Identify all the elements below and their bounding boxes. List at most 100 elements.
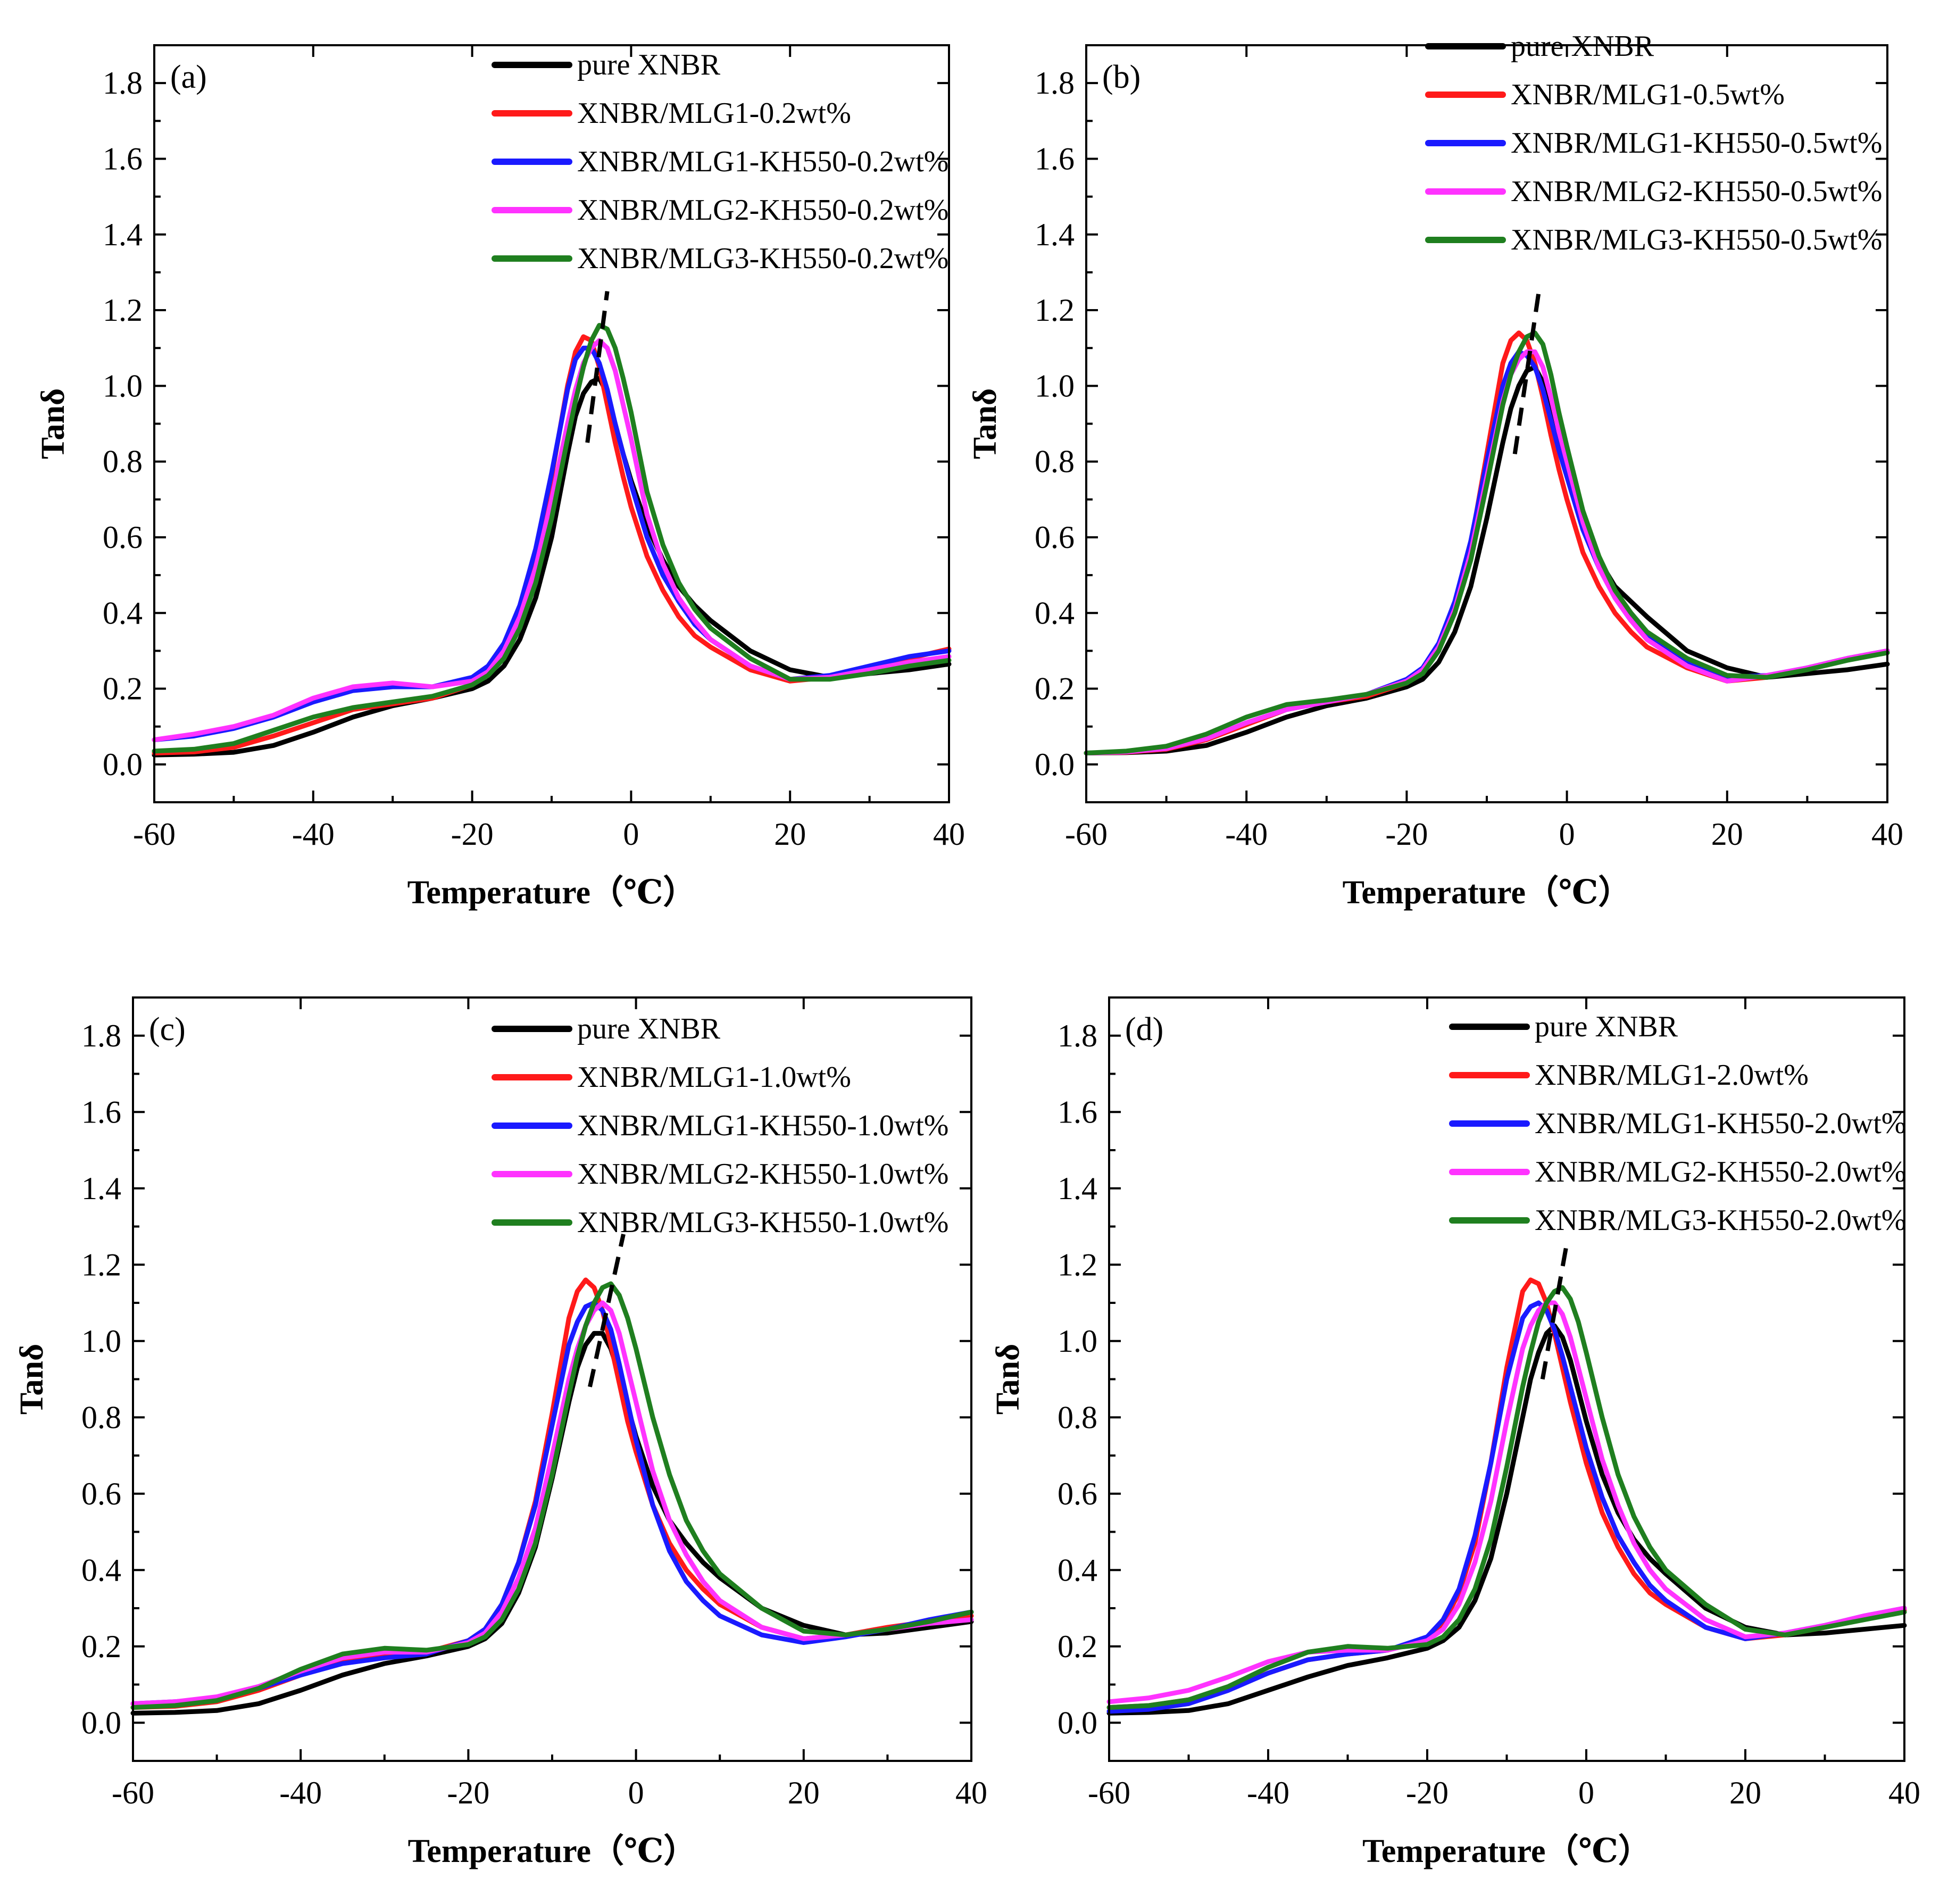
- x-tick-label: 0: [623, 817, 639, 852]
- x-tick-label: -20: [451, 817, 494, 852]
- panel-label: (b): [1102, 59, 1141, 95]
- legend-entry-5: XNBR/MLG3-KH550-0.2wt%: [577, 242, 948, 275]
- x-tick-label: 20: [788, 1775, 820, 1810]
- legend: pure XNBR XNBR/MLG1-0.2wt% XNBR/MLG1-KH550…: [492, 48, 948, 275]
- x-tick-label: -20: [1385, 817, 1428, 852]
- y-tick-label: 0.4: [103, 595, 143, 630]
- y-tick-label: 0.2: [103, 671, 143, 706]
- peak-guide-line: [588, 1233, 626, 1387]
- legend-entry-1: pure XNBR: [577, 1012, 721, 1045]
- x-axis-title: Temperature（℃）: [1343, 874, 1631, 911]
- legend-entry-4: XNBR/MLG2-KH550-2.0wt%: [1535, 1155, 1906, 1188]
- x-tick-label: 20: [1711, 817, 1743, 852]
- x-axis-title: Temperature（℃）: [407, 874, 696, 911]
- x-tick-label: -40: [1225, 817, 1268, 852]
- x-tick-label: -60: [133, 817, 176, 852]
- x-tick-label: 40: [1871, 817, 1903, 852]
- legend-entry-2: XNBR/MLG1-0.2wt%: [577, 97, 851, 130]
- y-axis-title: Tanδ: [990, 1344, 1026, 1415]
- x-tick-label: 0: [1578, 1775, 1594, 1810]
- y-tick-label: 1.6: [81, 1094, 121, 1129]
- legend: pure XNBR XNBR/MLG1-2.0wt% XNBR/MLG1-KH550…: [1449, 1010, 1906, 1237]
- y-tick-label: 0.6: [103, 520, 143, 555]
- y-tick-label: 1.4: [1035, 217, 1075, 252]
- series-line-4: [1084, 349, 1890, 755]
- panel-label: (d): [1125, 1011, 1163, 1047]
- y-axis-title: Tanδ: [14, 1344, 50, 1415]
- legend-entry-5: XNBR/MLG3-KH550-2.0wt%: [1535, 1204, 1906, 1237]
- chart-panel-2: -60 -40 -20 0 20 40 0.0 0.2 0.4 0.6 0.8 1.0 1.2 1.4 1.…: [967, 30, 1903, 911]
- y-tick-label: 1.2: [1035, 293, 1075, 328]
- y-tick-label: 1.8: [1035, 65, 1075, 101]
- x-tick-label: -20: [447, 1775, 489, 1810]
- y-tick-label: 1.2: [103, 293, 143, 328]
- series-line-1: [152, 376, 952, 758]
- chart-panel-4: -60 -40 -20 0 20 40 0.0 0.2 0.4 0.6 0.8 1.0 1.2 1.4 1.…: [990, 996, 1920, 1869]
- y-tick-label: 0.6: [1058, 1476, 1097, 1511]
- x-tick-label: 20: [1729, 1775, 1761, 1810]
- y-tick-label: 1.6: [1058, 1094, 1097, 1129]
- x-tick-label: -40: [279, 1775, 322, 1810]
- y-tick-label: 1.2: [1058, 1247, 1097, 1282]
- legend-entry-4: XNBR/MLG2-KH550-1.0wt%: [577, 1158, 948, 1191]
- y-tick-label: 1.8: [1058, 1018, 1097, 1053]
- legend-entry-2: XNBR/MLG1-1.0wt%: [577, 1061, 851, 1094]
- legend-entry-5: XNBR/MLG3-KH550-1.0wt%: [577, 1206, 948, 1239]
- y-tick-label: 0.0: [103, 747, 143, 782]
- y-tick-label: 0.4: [1035, 595, 1075, 630]
- y-tick-label: 0.0: [1035, 747, 1075, 782]
- y-tick-label: 1.8: [103, 65, 143, 101]
- peak-guide-line: [585, 290, 610, 443]
- series-line-5: [152, 323, 952, 754]
- legend-entry-3: XNBR/MLG1-KH550-2.0wt%: [1535, 1107, 1906, 1140]
- legend-entry-4: XNBR/MLG2-KH550-0.5wt%: [1511, 175, 1882, 208]
- x-tick-label: -40: [1247, 1775, 1289, 1810]
- x-tick-label: 0: [1559, 817, 1575, 852]
- legend-entry-1: pure XNBR: [1511, 30, 1654, 63]
- panel-label: (c): [149, 1011, 186, 1047]
- x-tick-label: 40: [1888, 1775, 1920, 1810]
- y-tick-label: 1.4: [1058, 1171, 1097, 1206]
- y-tick-label: 1.4: [103, 217, 143, 252]
- series-line-1: [1106, 1323, 1907, 1716]
- series-line-1: [1084, 364, 1890, 755]
- y-tick-label: 1.0: [103, 368, 143, 403]
- legend-entry-5: XNBR/MLG3-KH550-0.5wt%: [1511, 223, 1882, 256]
- y-tick-label: 1.0: [81, 1324, 121, 1359]
- x-tick-label: 40: [955, 1775, 987, 1810]
- legend-entry-2: XNBR/MLG1-0.5wt%: [1511, 78, 1785, 111]
- x-tick-label: -60: [1065, 817, 1108, 852]
- y-axis-title: Tanδ: [35, 388, 71, 459]
- y-tick-label: 1.0: [1035, 368, 1075, 403]
- series-line-3: [130, 1300, 974, 1706]
- series-group: [152, 323, 952, 758]
- y-tick-label: 0.4: [1058, 1552, 1097, 1587]
- x-tick-label: 0: [628, 1775, 644, 1810]
- x-tick-label: 40: [933, 817, 965, 852]
- y-tick-label: 0.0: [1058, 1705, 1097, 1740]
- legend: pure XNBR XNBR/MLG1-0.5wt% XNBR/MLG1-KH550…: [1425, 30, 1882, 256]
- legend-entry-3: XNBR/MLG1-KH550-0.2wt%: [577, 145, 948, 178]
- y-tick-label: 0.8: [1035, 444, 1075, 479]
- y-tick-label: 0.2: [81, 1629, 121, 1664]
- y-tick-label: 1.4: [81, 1171, 121, 1206]
- peak-guide-line: [1540, 1245, 1569, 1380]
- y-tick-label: 1.2: [81, 1247, 121, 1282]
- series-group: [1106, 1277, 1907, 1716]
- series-line-5: [1106, 1285, 1907, 1710]
- legend-entry-2: XNBR/MLG1-2.0wt%: [1535, 1059, 1809, 1092]
- y-tick-label: 1.8: [81, 1018, 121, 1053]
- chart-panel-1: -60 -40 -20 0 20 40 0.0 0.2 0.4 0.6 0.8 1.0 1.2 1.4 1.…: [35, 44, 965, 911]
- x-tick-label: -20: [1406, 1775, 1448, 1810]
- y-tick-label: 0.8: [1058, 1400, 1097, 1435]
- y-tick-label: 0.2: [1035, 671, 1075, 706]
- series-line-5: [1084, 330, 1890, 755]
- legend-entry-3: XNBR/MLG1-KH550-1.0wt%: [577, 1109, 948, 1142]
- legend-entry-1: pure XNBR: [1535, 1010, 1678, 1043]
- y-tick-label: 0.6: [1035, 520, 1075, 555]
- y-tick-label: 0.4: [81, 1552, 121, 1587]
- legend: pure XNBR XNBR/MLG1-1.0wt% XNBR/MLG1-KH550…: [492, 1012, 948, 1239]
- x-axis-title: Temperature（℃）: [408, 1832, 697, 1869]
